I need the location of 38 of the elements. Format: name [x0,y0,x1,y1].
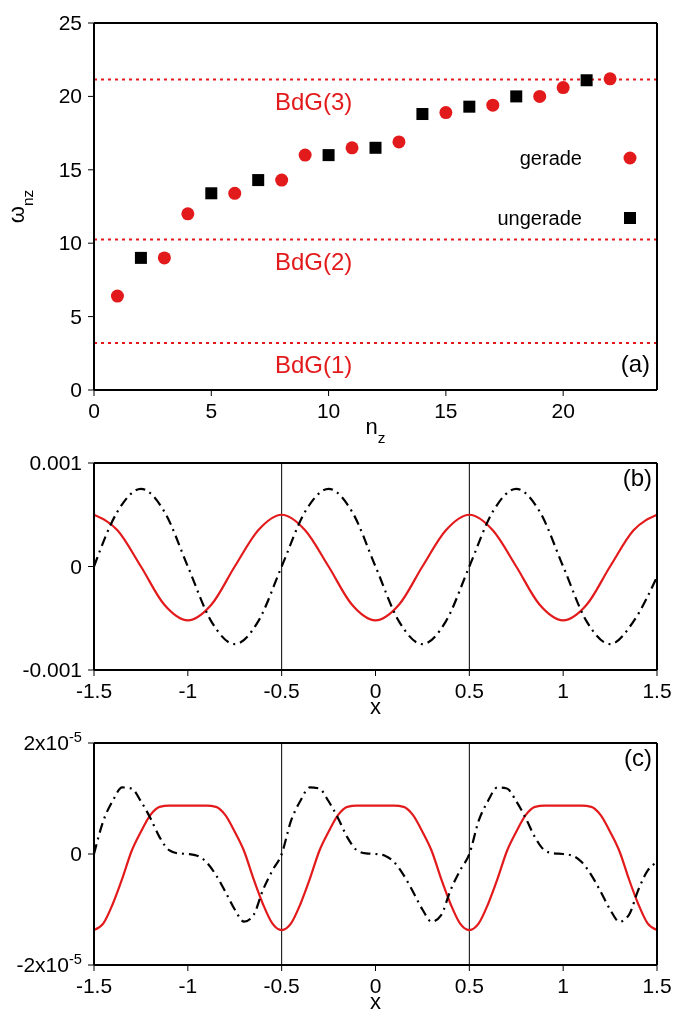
y-tick-label: 0.001 [29,451,82,474]
x-tick-label: -1.5 [75,974,113,997]
y-tick-label: -0.001 [22,658,82,681]
x-tick-label: -0.5 [263,974,300,997]
x-tick-label: 10 [316,399,341,422]
x-tick-label: 0.5 [454,974,484,997]
x-tick-label: 1.5 [642,974,672,997]
x-tick-label: -1 [178,974,198,997]
y-tick-label: 5 [70,304,82,328]
x-tick-label: 20 [551,399,575,422]
x-tick-label: -1.5 [75,679,113,702]
ref-line-label: BdG(2) [274,247,353,275]
x-tick-label: 0.5 [454,679,484,702]
annotation: (a) [620,350,650,378]
x-tick-label: 1 [557,974,570,997]
y-tick-label: 0 [70,842,82,865]
y-tick-label: 2x10$^{-5}$ [23,729,82,754]
legend-label: ungerade [497,206,582,230]
y-tick-label: 25 [58,11,82,34]
y-tick-label: 15 [58,157,82,181]
x-axis-title: n$_{z}$ [365,414,386,446]
x-tick-label: 1 [557,679,570,702]
x-tick-label: 5 [205,399,218,422]
y-tick-label: 20 [58,84,82,108]
y-tick-label: -2x10$^{-5}$ [16,951,82,976]
y-tick-label: 0 [70,378,82,401]
x-tick-label: 0 [88,399,100,422]
annotation: (c) [624,744,652,772]
annotation: (b) [622,464,652,492]
y-tick-label: 0 [70,554,82,578]
x-tick-label: -1 [178,679,198,702]
y-tick-label: 10 [58,231,82,255]
x-tick-label: 15 [434,399,458,422]
x-tick-label: -0.5 [263,679,300,702]
legend-label: gerade [519,146,582,170]
x-tick-label: 1.5 [642,679,672,702]
ref-line-label: BdG(3) [274,87,353,115]
ref-line-label: BdG(1) [274,351,353,379]
